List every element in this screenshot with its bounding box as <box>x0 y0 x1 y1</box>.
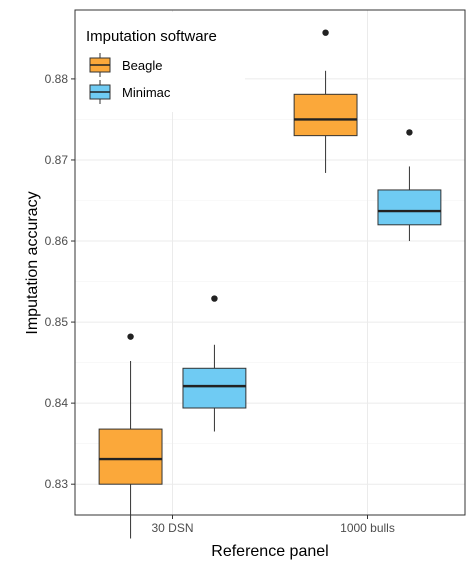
beagle-outlier-point <box>322 29 329 36</box>
minimac-iqr-rect <box>377 189 442 226</box>
legend-label-beagle: Beagle <box>122 58 162 73</box>
y-tick-label: 0.83 <box>45 477 69 491</box>
minimac-iqr-rect <box>182 367 247 409</box>
grid-lines <box>75 10 465 515</box>
beagle-outlier-point <box>127 333 134 340</box>
legend-label-minimac: Minimac <box>122 85 171 100</box>
beagle-iqr-rect <box>293 93 358 137</box>
legend-entries: Beagle Minimac <box>89 53 171 104</box>
y-tick-label: 0.85 <box>45 315 69 329</box>
y-tick-label: 0.88 <box>45 72 69 86</box>
beagle-box <box>293 29 358 173</box>
x-axis-title: Reference panel <box>211 543 328 560</box>
y-tick-label: 0.87 <box>45 153 69 167</box>
x-axis-ticks: 30 DSN 1000 bulls <box>151 515 395 535</box>
minimac-box <box>182 295 247 432</box>
x-tick-label: 1000 bulls <box>340 521 395 535</box>
beagle-box <box>98 333 163 539</box>
y-axis-title: Imputation accuracy <box>24 191 41 334</box>
minimac-box <box>377 129 442 242</box>
box-layer <box>98 29 442 539</box>
legend-title: Imputation software <box>86 28 217 45</box>
legend: Imputation software Beagle Minimac <box>77 12 245 112</box>
y-tick-label: 0.86 <box>45 234 69 248</box>
minimac-outlier-point <box>406 129 413 136</box>
x-tick-label: 30 DSN <box>151 521 193 535</box>
minimac-outlier-point <box>211 295 218 302</box>
beagle-iqr-rect <box>98 428 163 485</box>
y-axis-ticks: 0.83 0.84 0.85 0.86 0.87 0.88 <box>45 72 75 491</box>
y-tick-label: 0.84 <box>45 396 69 410</box>
panel-border <box>74 9 466 516</box>
